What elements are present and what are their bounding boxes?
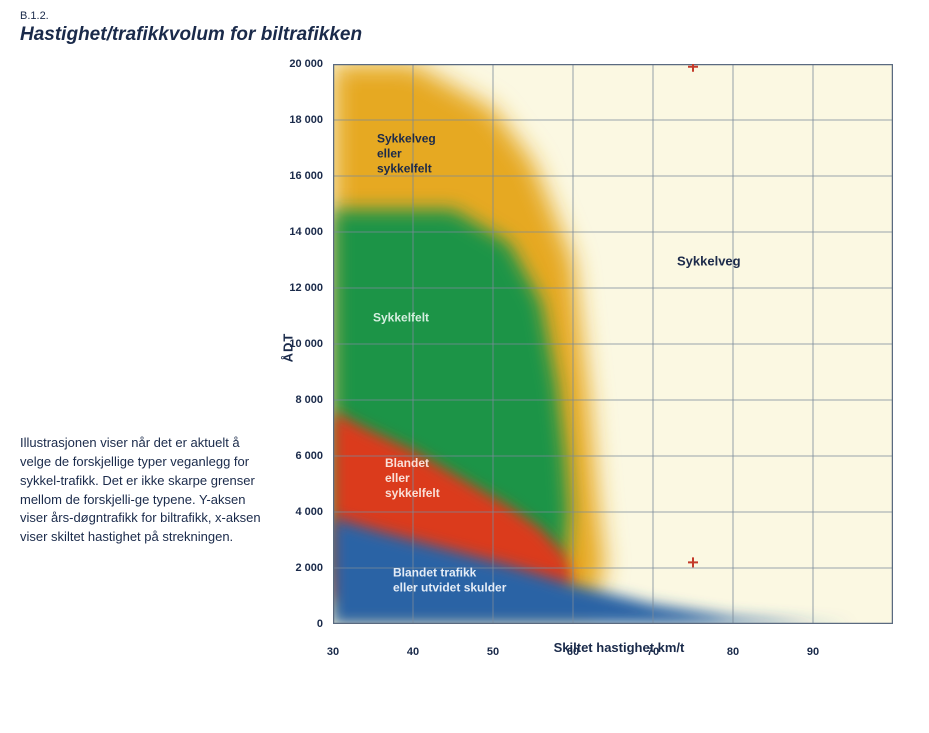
free-label: Sykkelveg (677, 254, 741, 269)
region-label-blandet-eller-sykkelfelt: Blandet (385, 456, 429, 470)
y-tick-label: 20 000 (289, 58, 323, 70)
section-number: B.1.2. (20, 10, 909, 22)
x-axis-label: Skiltet hastighet km/t (285, 640, 893, 655)
x-tick-label: 70 (647, 646, 659, 658)
x-tick-label: 30 (327, 646, 339, 658)
chart-container: ÅDT 02 0004 0006 0008 00010 00012 00014 … (285, 64, 893, 655)
y-tick-label: 0 (317, 618, 323, 630)
y-tick-label: 14 000 (289, 226, 323, 238)
chart-plot: 02 0004 0006 0008 00010 00012 00014 0001… (333, 64, 893, 624)
y-tick-label: 8 000 (295, 394, 323, 406)
region-label-blandet-trafikk: eller utvidet skulder (393, 580, 507, 594)
region-label-sykkelfelt: Sykkelfelt (373, 311, 429, 325)
y-tick-label: 6 000 (295, 450, 323, 462)
x-tick-label: 90 (807, 646, 819, 658)
x-tick-label: 40 (407, 646, 419, 658)
region-label-blandet-eller-sykkelfelt: sykkelfelt (385, 486, 440, 500)
y-tick-label: 4 000 (295, 506, 323, 518)
y-tick-label: 2 000 (295, 562, 323, 574)
y-tick-label: 10 000 (289, 338, 323, 350)
y-tick-label: 18 000 (289, 114, 323, 126)
x-tick-label: 50 (487, 646, 499, 658)
region-label-sykkelveg-eller-sykkelfelt: eller (377, 146, 402, 160)
region-label-blandet-eller-sykkelfelt: eller (385, 471, 410, 485)
region-label-blandet-trafikk: Blandet trafikk (393, 565, 477, 579)
page-title: Hastighet/trafikkvolum for biltrafikken (20, 24, 909, 46)
region-label-sykkelveg-eller-sykkelfelt: sykkelfelt (377, 161, 432, 175)
y-tick-label: 16 000 (289, 170, 323, 182)
y-tick-label: 12 000 (289, 282, 323, 294)
chart-svg: SykkelvegellersykkelfeltSykkelfeltBlande… (333, 64, 893, 624)
chart-caption: Illustrasjonen viser når det er aktuelt … (20, 434, 285, 547)
x-tick-label: 60 (567, 646, 579, 658)
region-label-sykkelveg-eller-sykkelfelt: Sykkelveg (377, 131, 436, 145)
x-tick-label: 80 (727, 646, 739, 658)
